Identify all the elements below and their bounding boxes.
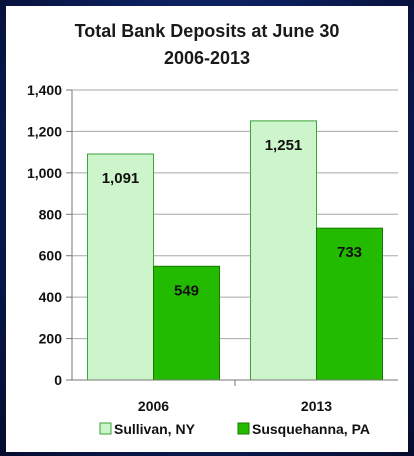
chart-subtitle: 2006-2013	[164, 48, 250, 68]
legend-swatch	[237, 422, 250, 435]
y-tick-label: 400	[39, 289, 63, 305]
y-tick-label: 800	[39, 206, 63, 222]
data-label: 733	[337, 244, 362, 261]
chart-title: Total Bank Deposits at June 30	[75, 21, 340, 41]
y-tick-label: 1,000	[27, 165, 62, 181]
legend-swatch	[99, 422, 112, 435]
x-category-label: 2006	[138, 398, 169, 414]
bar-susquehanna-pa-2013	[316, 227, 383, 381]
legend-label: Susquehanna, PA	[252, 421, 370, 437]
bar-sullivan-ny-2006	[87, 153, 154, 381]
data-label: 549	[174, 282, 199, 299]
y-tick-label: 600	[39, 248, 63, 264]
chart-panel: Total Bank Deposits at June 30 2006-2013…	[6, 6, 408, 452]
y-tick-label: 1,400	[27, 82, 62, 98]
y-tick-label: 200	[39, 331, 63, 347]
data-label: 1,091	[102, 170, 140, 187]
bar-chart: Total Bank Deposits at June 30 2006-2013…	[27, 21, 398, 437]
bar-sullivan-ny-2013	[250, 120, 317, 381]
data-label: 1,251	[265, 137, 303, 154]
y-tick-label: 0	[54, 372, 62, 388]
x-category-label: 2013	[301, 398, 332, 414]
legend-label: Sullivan, NY	[114, 421, 196, 437]
y-tick-label: 1,200	[27, 123, 62, 139]
